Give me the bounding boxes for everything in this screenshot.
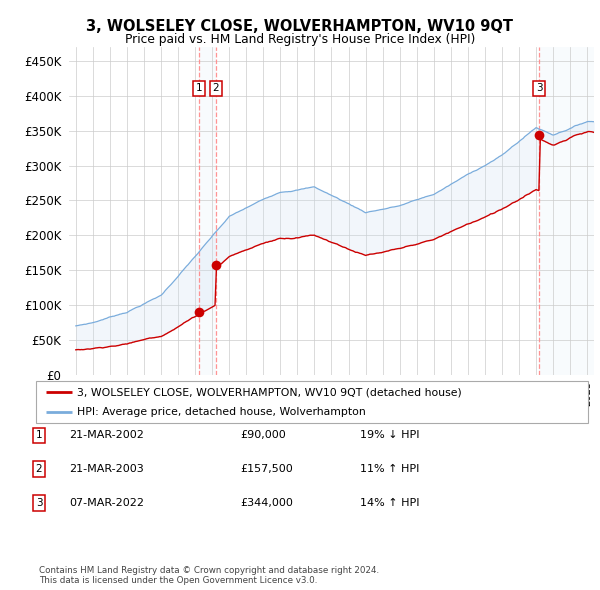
- Text: 2: 2: [35, 464, 43, 474]
- Text: 1: 1: [35, 431, 43, 440]
- Text: 19% ↓ HPI: 19% ↓ HPI: [360, 431, 419, 440]
- Text: HPI: Average price, detached house, Wolverhampton: HPI: Average price, detached house, Wolv…: [77, 407, 366, 417]
- Text: 3, WOLSELEY CLOSE, WOLVERHAMPTON, WV10 9QT (detached house): 3, WOLSELEY CLOSE, WOLVERHAMPTON, WV10 9…: [77, 387, 462, 397]
- Text: 11% ↑ HPI: 11% ↑ HPI: [360, 464, 419, 474]
- Bar: [199, 47, 216, 375]
- Text: £90,000: £90,000: [240, 431, 286, 440]
- Text: Contains HM Land Registry data © Crown copyright and database right 2024.: Contains HM Land Registry data © Crown c…: [39, 566, 379, 575]
- Text: This data is licensed under the Open Government Licence v3.0.: This data is licensed under the Open Gov…: [39, 576, 317, 585]
- Text: Price paid vs. HM Land Registry's House Price Index (HPI): Price paid vs. HM Land Registry's House …: [125, 33, 475, 46]
- Text: £157,500: £157,500: [240, 464, 293, 474]
- Text: 21-MAR-2003: 21-MAR-2003: [69, 464, 144, 474]
- Text: 3: 3: [35, 498, 43, 507]
- FancyBboxPatch shape: [36, 381, 588, 423]
- Text: £344,000: £344,000: [240, 498, 293, 507]
- Text: 3, WOLSELEY CLOSE, WOLVERHAMPTON, WV10 9QT: 3, WOLSELEY CLOSE, WOLVERHAMPTON, WV10 9…: [86, 19, 514, 34]
- Text: 21-MAR-2002: 21-MAR-2002: [69, 431, 144, 440]
- Bar: [539, 47, 594, 375]
- Text: 3: 3: [536, 83, 542, 93]
- Text: 07-MAR-2022: 07-MAR-2022: [69, 498, 144, 507]
- Text: 2: 2: [212, 83, 219, 93]
- Text: 14% ↑ HPI: 14% ↑ HPI: [360, 498, 419, 507]
- Text: 1: 1: [196, 83, 202, 93]
